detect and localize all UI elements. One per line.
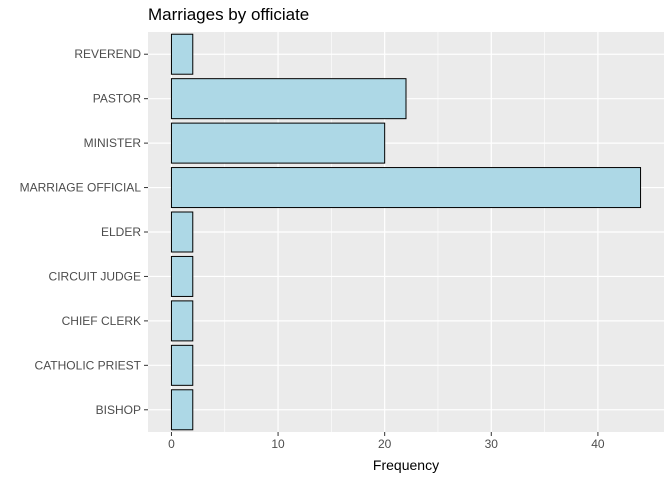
bar-elder (170, 211, 194, 253)
bar-catholic-priest (170, 344, 194, 386)
bar-chief-clerk (170, 300, 194, 342)
y-tick-label: CHIEF CLERK (62, 314, 141, 328)
bars (170, 33, 642, 431)
bar-marriage-official (170, 167, 642, 209)
x-tick-label: 0 (168, 437, 175, 451)
y-tick-label: CIRCUIT JUDGE (49, 269, 141, 283)
y-tick-label: MINISTER (84, 136, 142, 150)
bar-circuit-judge (170, 255, 194, 297)
x-tick-label: 10 (271, 437, 285, 451)
bar-bishop (170, 389, 194, 431)
bar-pastor (170, 78, 407, 120)
x-tick-label: 20 (378, 437, 392, 451)
y-tick-label: CATHOLIC PRIEST (35, 358, 142, 372)
bar-minister (170, 122, 386, 164)
chart-title: Marriages by officiate (148, 5, 310, 24)
x-axis: 0 10 20 30 40 (168, 432, 605, 451)
y-tick-label: BISHOP (96, 403, 141, 417)
x-axis-title: Frequency (373, 457, 439, 473)
y-axis: BISHOP CATHOLIC PRIEST CHIEF CLERK CIRCUIT … (20, 47, 148, 417)
y-tick-label: REVEREND (74, 47, 141, 61)
y-tick-label: PASTOR (93, 92, 142, 106)
x-tick-label: 40 (591, 437, 605, 451)
major-gridlines (148, 32, 664, 432)
bar-reverend (170, 33, 194, 75)
y-tick-label: ELDER (101, 225, 141, 239)
x-tick-label: 30 (485, 437, 499, 451)
y-tick-label: MARRIAGE OFFICIAL (20, 181, 142, 195)
